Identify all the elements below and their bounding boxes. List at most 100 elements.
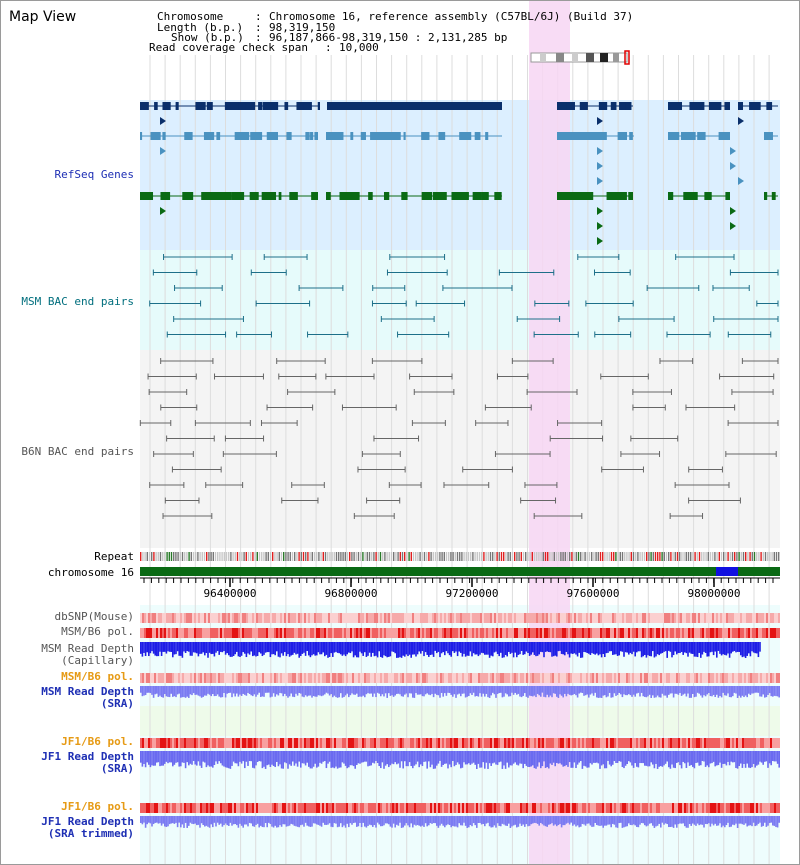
track-label-msm-b6-pol[interactable]: MSM/B6 pol.	[61, 625, 134, 638]
polymorphism-heat-cell	[444, 613, 446, 623]
repeat-mark	[302, 552, 305, 561]
polymorphism-heat-cell	[326, 628, 328, 638]
polymorphism-heat-cell	[564, 613, 566, 623]
read-depth-bar	[768, 751, 771, 764]
polymorphism-heat-cell	[638, 738, 640, 748]
repeat-mark	[206, 552, 208, 561]
polymorphism-heat-cell	[448, 803, 450, 813]
polymorphism-heat-cell	[620, 803, 622, 813]
read-depth-bar	[492, 686, 494, 693]
polymorphism-heat-cell	[274, 738, 276, 748]
read-depth-bar	[674, 751, 676, 769]
repeat-mark	[368, 552, 371, 561]
polymorphism-heat-cell	[364, 613, 366, 623]
polymorphism-heat-cell	[416, 613, 418, 623]
polymorphism-heat-cell	[162, 628, 164, 638]
polymorphism-heat-cell	[222, 673, 224, 683]
polymorphism-heat-cell	[400, 628, 402, 638]
read-depth-bar	[640, 642, 643, 658]
repeat-mark	[624, 552, 626, 561]
track-label-repeat[interactable]: Repeat	[94, 550, 134, 563]
polymorphism-heat-cell	[550, 613, 552, 623]
repeat-mark	[729, 552, 731, 561]
track-label-jf1-b6-pol-2[interactable]: JF1/B6 pol.	[61, 800, 134, 813]
track-label-msm-depth-capillary[interactable]: MSM Read Depth	[41, 642, 134, 655]
gene-exon	[326, 192, 331, 200]
polymorphism-heat-cell	[176, 738, 178, 748]
polymorphism-heat-cell	[664, 613, 666, 623]
read-depth-bar	[468, 642, 470, 656]
polymorphism-heat-cell	[472, 803, 474, 813]
repeat-mark	[441, 552, 443, 561]
read-depth-bar	[237, 751, 240, 767]
read-depth-bar	[554, 751, 556, 767]
read-depth-bar	[373, 751, 376, 764]
polymorphism-heat-cell	[526, 628, 528, 638]
polymorphism-heat-cell	[512, 803, 514, 813]
read-depth-bar	[480, 642, 483, 653]
gene-exon	[472, 192, 482, 200]
read-depth-bar	[583, 751, 585, 766]
polymorphism-heat-cell	[366, 628, 368, 638]
track-label-dbsnp[interactable]: dbSNP(Mouse)	[54, 610, 134, 623]
track-label-msm-bac[interactable]: MSM BAC end pairs	[21, 295, 134, 308]
read-depth-bar	[280, 816, 283, 827]
polymorphism-heat-cell	[596, 803, 598, 813]
read-depth-bar	[314, 816, 316, 824]
polymorphism-heat-cell	[472, 673, 474, 683]
polymorphism-heat-cell	[446, 613, 448, 623]
polymorphism-heat-cell	[648, 803, 650, 813]
repeat-mark	[252, 552, 254, 561]
repeat-mark	[351, 552, 353, 561]
polymorphism-heat-cell	[294, 803, 296, 813]
read-depth-bar	[567, 816, 569, 823]
polymorphism-heat-cell	[644, 673, 646, 683]
read-depth-bar	[164, 686, 166, 695]
polymorphism-heat-cell	[334, 803, 336, 813]
track-label-jf1-depth-trimmed[interactable]: JF1 Read Depth	[41, 815, 134, 828]
polymorphism-heat-cell	[582, 673, 584, 683]
repeat-mark	[421, 552, 423, 561]
read-depth-bar	[688, 686, 691, 698]
gene-strand-arrow	[730, 162, 736, 170]
polymorphism-heat-cell	[236, 738, 238, 748]
read-depth-bar	[605, 751, 608, 769]
polymorphism-heat-cell	[538, 738, 540, 748]
read-depth-bar	[671, 816, 673, 827]
track-label-jf1-b6-pol[interactable]: JF1/B6 pol.	[61, 735, 134, 748]
read-depth-bar	[733, 642, 736, 651]
read-depth-bar	[544, 816, 547, 827]
track-label-jf1-depth-sra[interactable]: JF1 Read Depth	[41, 750, 134, 763]
track-label-refseq[interactable]: RefSeq Genes	[54, 168, 134, 181]
read-depth-bar	[736, 686, 739, 698]
track-label-msm-depth-sra[interactable]: MSM Read Depth	[41, 685, 134, 698]
read-depth-bar	[695, 686, 697, 697]
polymorphism-heat-cell	[654, 803, 656, 813]
read-depth-bar	[602, 751, 604, 765]
repeat-mark	[463, 552, 465, 561]
read-depth-bar	[170, 686, 172, 694]
polymorphism-heat-cell	[172, 628, 174, 638]
polymorphism-heat-cell	[320, 628, 322, 638]
read-depth-bar	[608, 642, 611, 652]
polymorphism-heat-cell	[460, 803, 462, 813]
read-depth-bar	[578, 686, 580, 694]
repeat-mark	[269, 552, 272, 561]
polymorphism-heat-cell	[626, 613, 628, 623]
polymorphism-heat-cell	[488, 628, 490, 638]
read-depth-bar	[258, 642, 260, 653]
polymorphism-heat-cell	[238, 613, 240, 623]
read-depth-bar	[290, 816, 292, 824]
read-depth-bar	[212, 642, 214, 654]
gene-exon	[250, 132, 263, 140]
polymorphism-heat-cell	[276, 673, 278, 683]
polymorphism-heat-cell	[334, 628, 336, 638]
track-label-b6n-bac[interactable]: B6N BAC end pairs	[21, 445, 134, 458]
read-depth-bar	[268, 686, 270, 693]
read-depth-bar	[573, 686, 576, 694]
read-depth-bar	[391, 642, 393, 652]
read-depth-bar	[344, 751, 347, 766]
polymorphism-heat-cell	[580, 628, 582, 638]
track-label-msm-b6-pol-2[interactable]: MSM/B6 pol.	[61, 670, 134, 683]
